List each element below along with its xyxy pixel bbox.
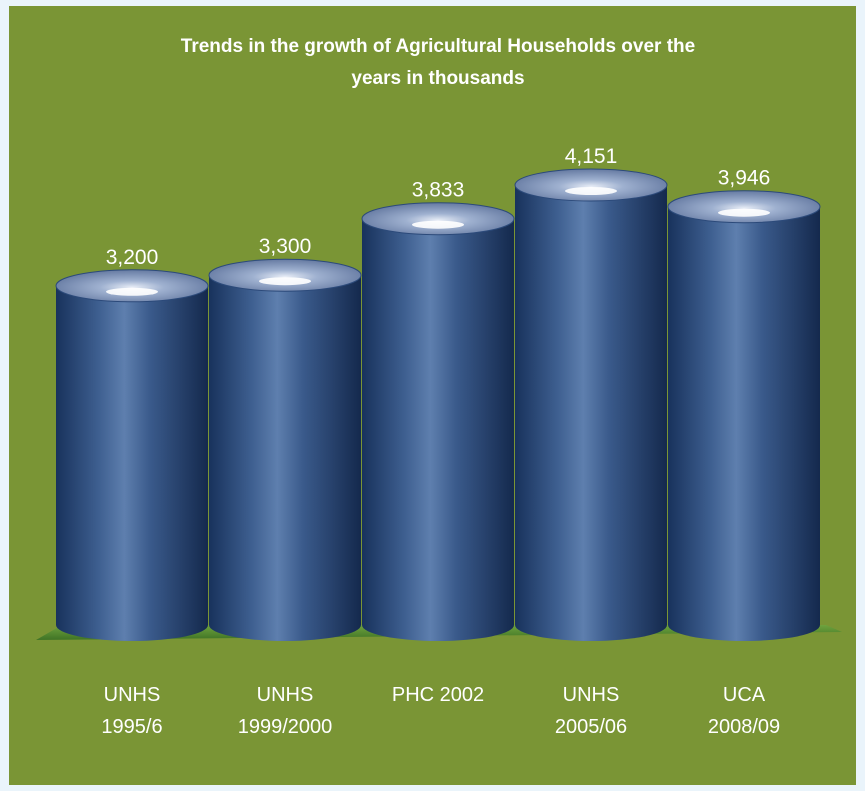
category-label: UCA [723, 684, 766, 706]
bar-4 [667, 190, 821, 641]
chart-title-line-2: years in thousands [351, 68, 524, 89]
bar-top-cap [208, 258, 362, 292]
bar-bottom-cap [209, 609, 361, 641]
bar-0 [55, 269, 209, 641]
chart-title-line-1: Trends in the growth of Agricultural Hou… [181, 36, 695, 57]
bar-top-cap [55, 269, 209, 303]
category-label: 2008/09 [708, 716, 780, 738]
bar-3 [514, 168, 668, 641]
category-label: PHC 2002 [392, 684, 484, 706]
bar-bottom-cap [515, 609, 667, 641]
bar-bottom-cap [668, 609, 820, 641]
bar-body [515, 185, 667, 625]
bar-body [362, 218, 514, 626]
value-label: 4,151 [565, 145, 618, 168]
bar-body [668, 206, 820, 625]
bars-layer [55, 168, 821, 641]
value-label: 3,300 [259, 235, 312, 258]
category-label: 1995/6 [101, 716, 162, 738]
bar-top-cap [514, 168, 668, 202]
bar-top-cap [361, 202, 515, 236]
bar-body [56, 285, 208, 625]
bar-bottom-cap [362, 609, 514, 641]
category-label: 2005/06 [555, 716, 627, 738]
value-label: 3,946 [718, 167, 771, 190]
bar-bottom-cap [56, 609, 208, 641]
labels-layer: 3,200 UNHS 1995/6 3,300 UNHS 1999/2000 3,833 PH… [101, 145, 780, 738]
bar-2 [361, 202, 515, 641]
bar-highlight [718, 208, 770, 217]
value-label: 3,200 [106, 246, 159, 269]
bar-highlight [412, 220, 464, 229]
bar-highlight [259, 277, 311, 286]
bar-highlight [565, 187, 617, 195]
bar-body [209, 275, 361, 625]
bar-1 [208, 258, 362, 641]
bar-top-cap [667, 190, 821, 224]
category-label: UNHS [104, 684, 161, 706]
category-label: 1999/2000 [238, 716, 333, 738]
category-label: UNHS [563, 684, 620, 706]
bar-highlight [106, 287, 158, 296]
category-label: UNHS [257, 684, 314, 706]
value-label: 3,833 [412, 179, 465, 202]
